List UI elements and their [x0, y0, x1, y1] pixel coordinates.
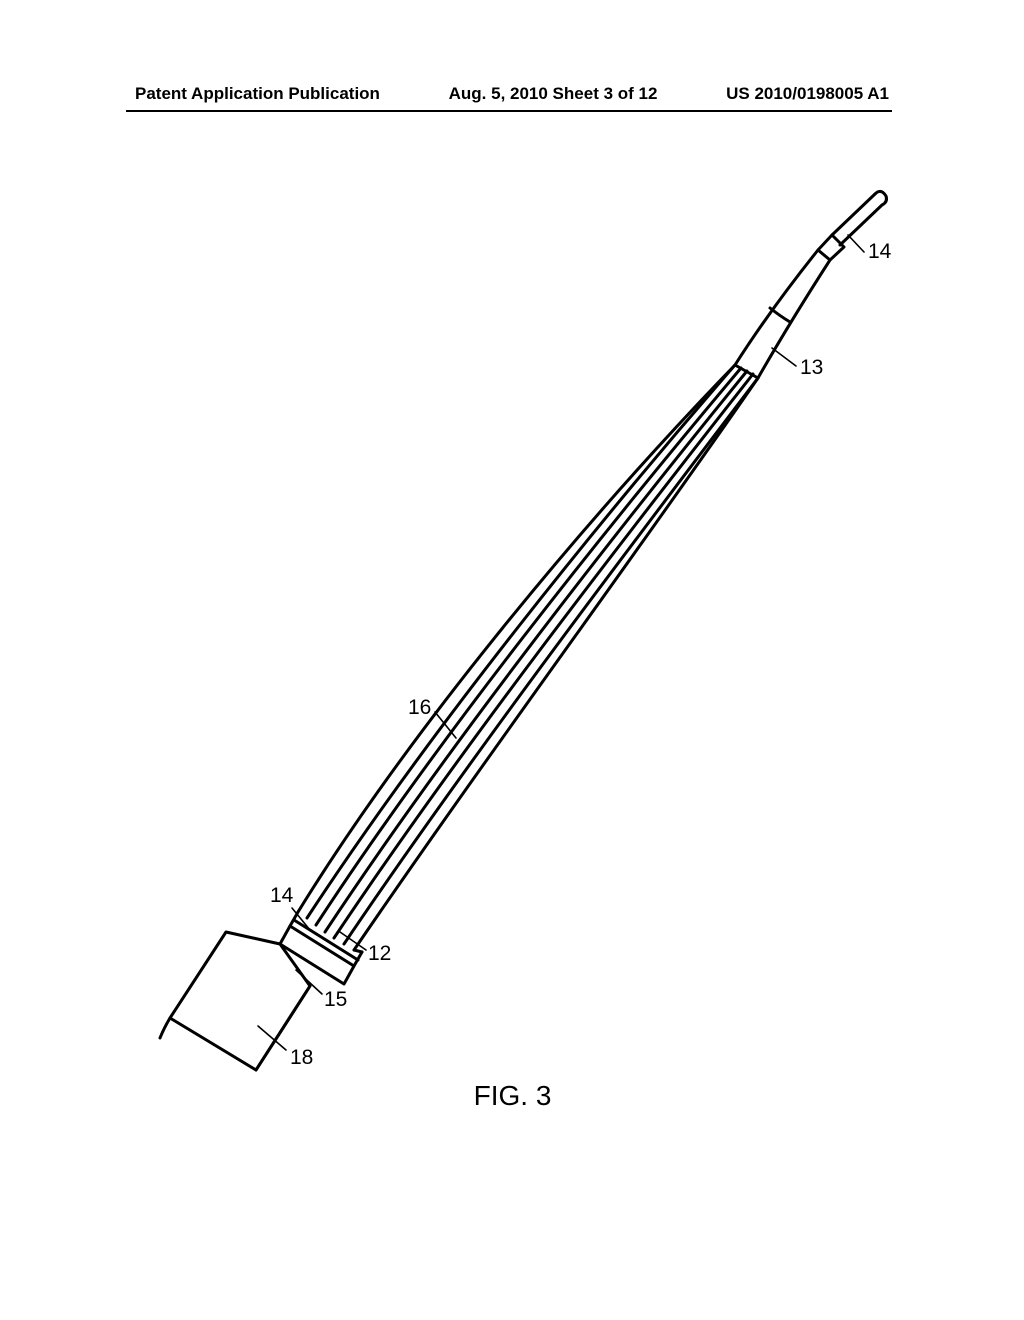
ref-14-bottom: 14	[270, 884, 293, 908]
header-center: Aug. 5, 2010 Sheet 3 of 12	[449, 84, 658, 104]
figure-caption: FIG. 3	[474, 1080, 552, 1112]
page-header: Patent Application Publication Aug. 5, 2…	[0, 84, 1024, 104]
header-right: US 2010/0198005 A1	[726, 84, 889, 104]
ref-15: 15	[324, 988, 347, 1012]
header-rule	[126, 110, 892, 112]
patent-drawing	[130, 190, 895, 1110]
ref-12: 12	[368, 942, 391, 966]
ref-14-top: 14	[868, 240, 891, 264]
ref-16: 16	[408, 696, 431, 720]
header-left: Patent Application Publication	[135, 84, 380, 104]
ref-18: 18	[290, 1046, 313, 1070]
ref-13: 13	[800, 356, 823, 380]
figure-area: 14 13 16 14 12 15 18 FIG. 3	[130, 190, 895, 1110]
